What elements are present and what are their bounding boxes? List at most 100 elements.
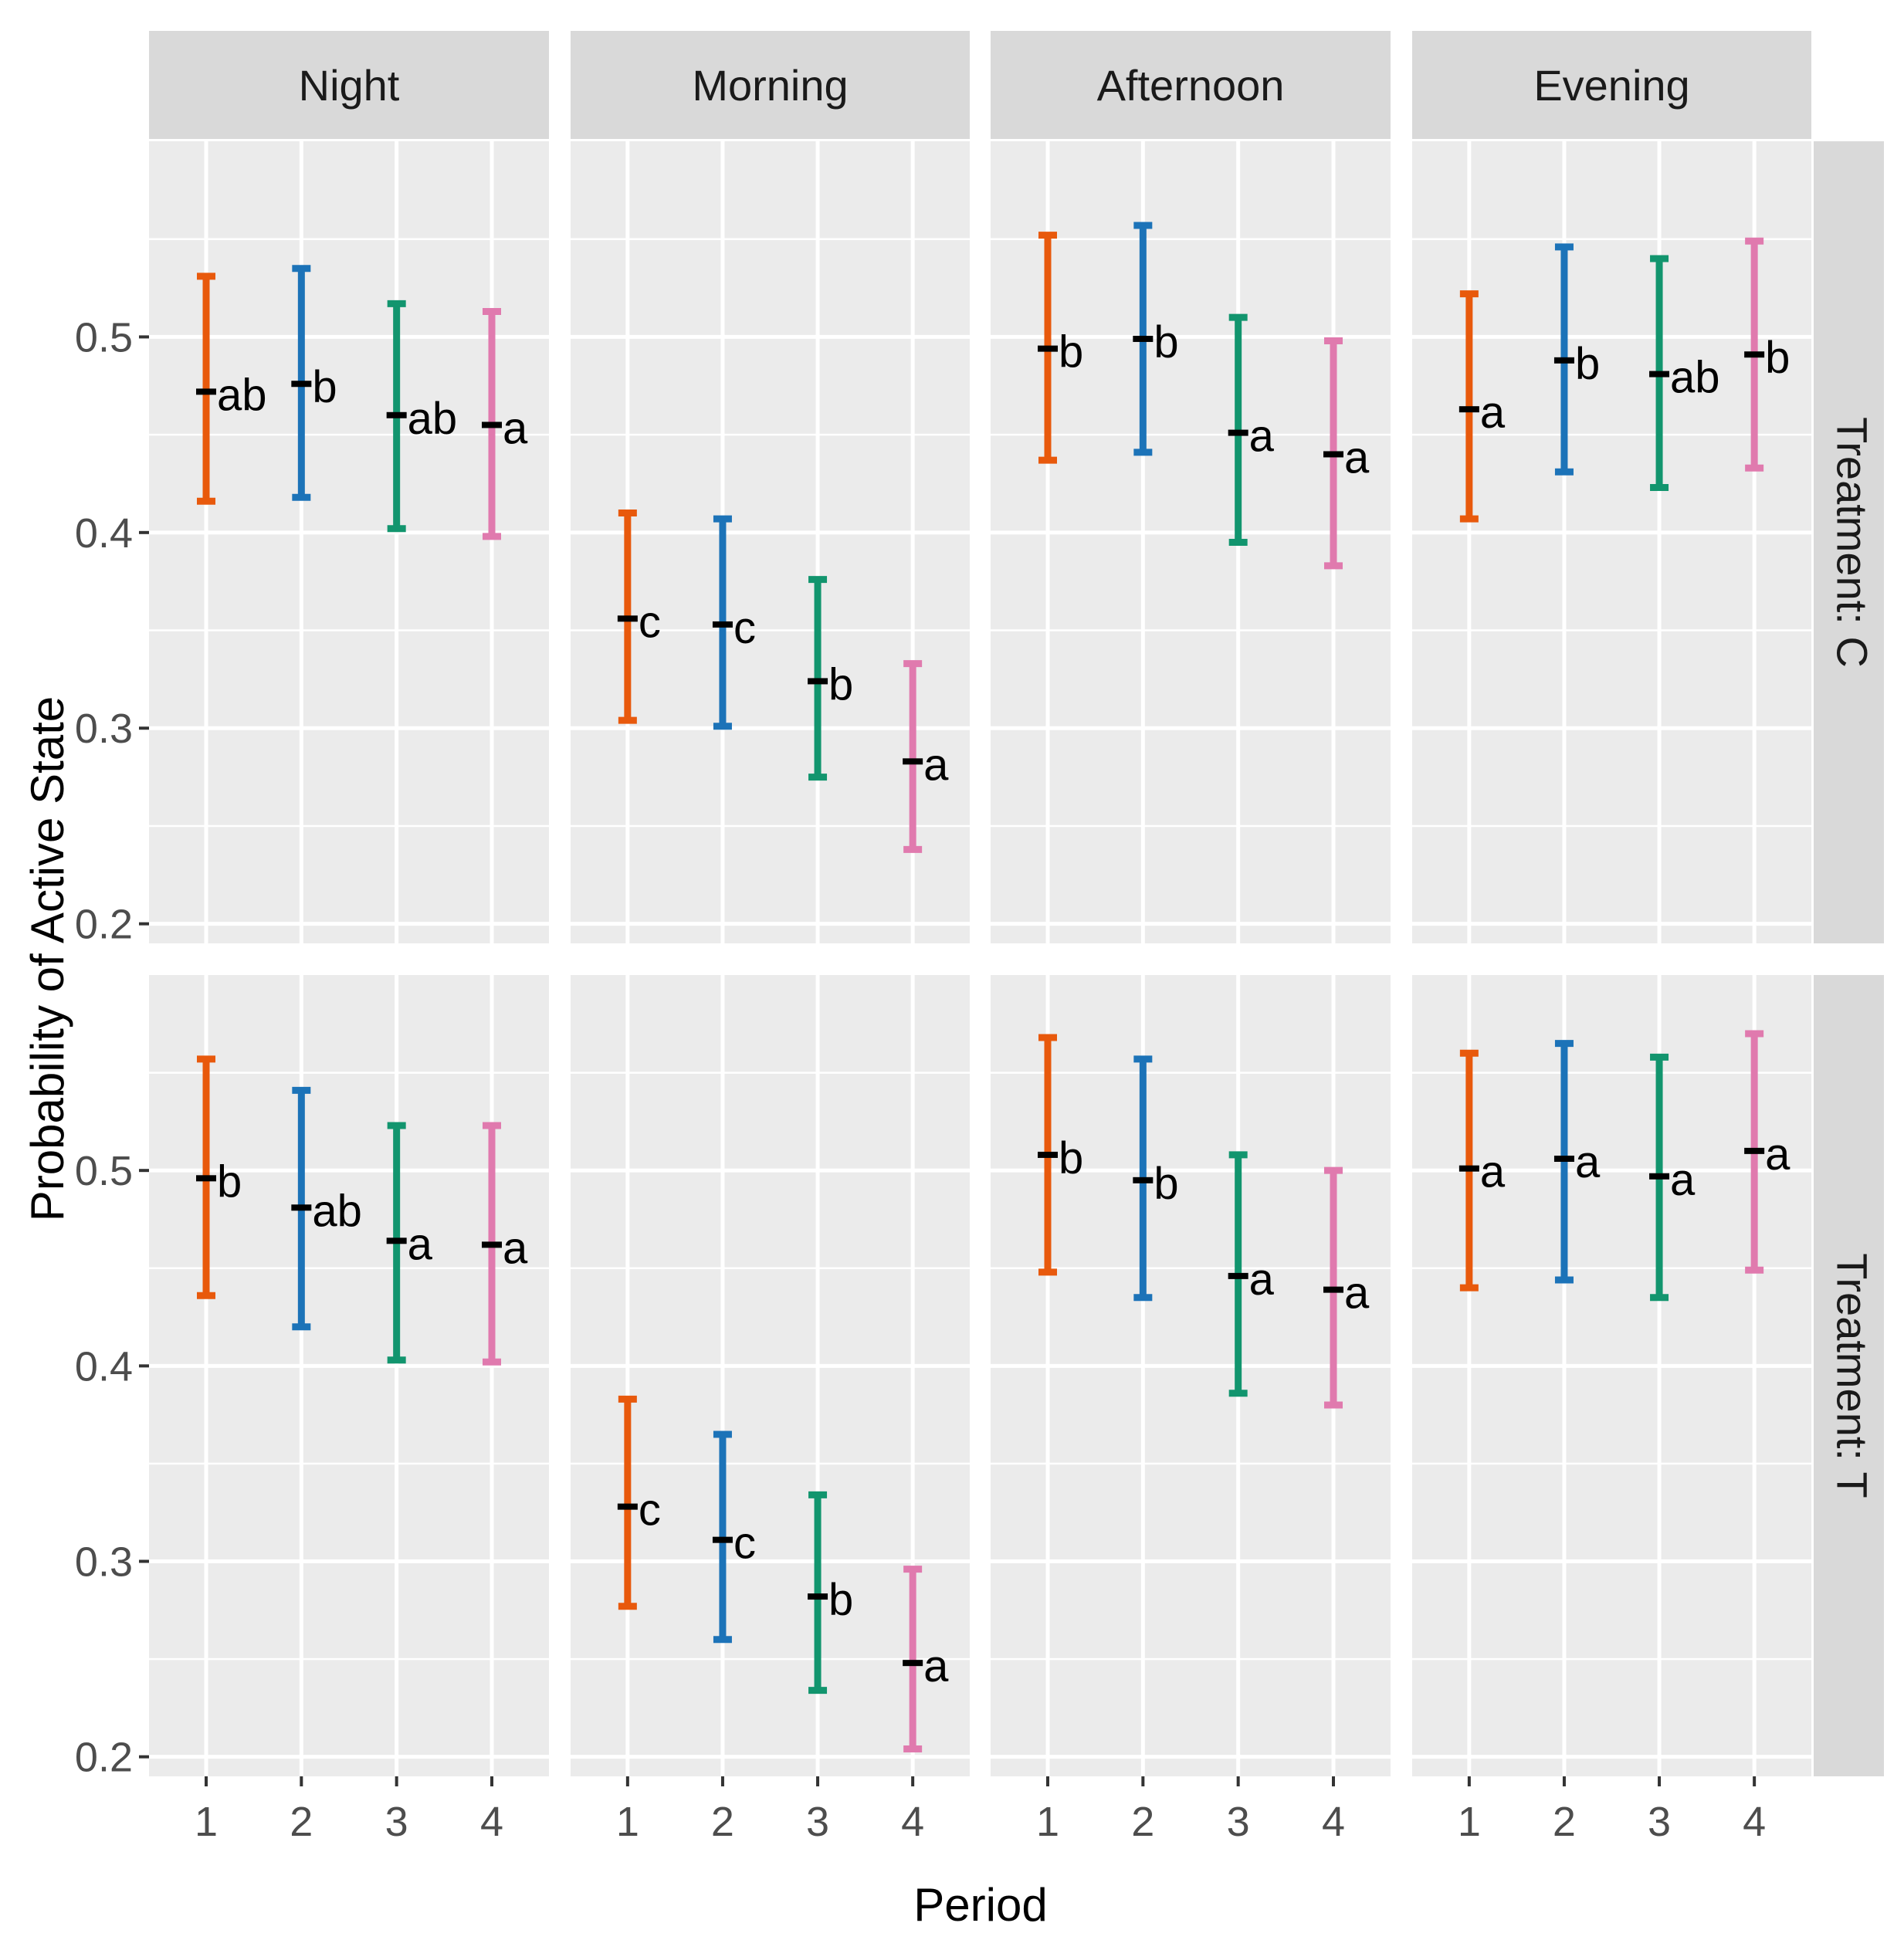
x-tick-label: 4 — [1743, 1799, 1766, 1845]
mean-point — [291, 1204, 312, 1211]
mean-point — [196, 1175, 216, 1182]
panel-background — [149, 141, 549, 943]
facet-strip-row — [1814, 141, 1884, 943]
significance-label: c — [733, 603, 756, 653]
facet-strip-col — [991, 31, 1391, 139]
mean-point — [482, 422, 502, 428]
significance-label: ab — [408, 394, 458, 444]
panel-background — [991, 141, 1391, 943]
mean-point — [617, 615, 638, 622]
mean-point — [1133, 335, 1154, 342]
x-tick-label: 4 — [901, 1799, 924, 1845]
facet-row-label: Treatment: C — [1828, 417, 1877, 668]
significance-label: a — [1249, 1254, 1275, 1305]
facet-strip-col — [1412, 31, 1811, 139]
significance-label: c — [733, 1518, 756, 1569]
y-tick-label: 0.3 — [75, 706, 133, 752]
significance-label: a — [1575, 1137, 1601, 1187]
facet-strip-row — [1814, 975, 1884, 1776]
mean-point — [1038, 1151, 1058, 1158]
x-tick-label: 3 — [806, 1799, 829, 1845]
mean-point — [903, 758, 923, 765]
y-tick-label: 0.3 — [75, 1539, 133, 1586]
significance-label: b — [1575, 339, 1600, 389]
significance-label: a — [1344, 1268, 1370, 1319]
significance-label: ab — [312, 1186, 362, 1236]
x-tick-label: 2 — [1553, 1799, 1576, 1845]
significance-label: ab — [1670, 353, 1720, 403]
mean-point — [808, 678, 828, 685]
y-tick-label: 0.2 — [75, 1735, 133, 1781]
mean-point — [1553, 1155, 1574, 1162]
mean-point — [1649, 1173, 1670, 1180]
significance-label: b — [828, 659, 853, 709]
significance-label: b — [828, 1575, 853, 1625]
x-tick-label: 1 — [1458, 1799, 1481, 1845]
x-tick-label: 4 — [480, 1799, 503, 1845]
significance-label: b — [1765, 333, 1790, 383]
facet-strip-label: Night — [299, 61, 400, 110]
panel: a a aa — [1412, 975, 1811, 1776]
mean-point — [1323, 1286, 1343, 1293]
significance-label: a — [503, 1223, 528, 1273]
mean-point — [903, 1660, 923, 1667]
x-tick-label: 2 — [1131, 1799, 1154, 1845]
panel-background — [571, 141, 970, 943]
x-tick-label: 1 — [195, 1799, 218, 1845]
significance-label: c — [639, 597, 661, 647]
y-tick-label: 0.5 — [75, 1148, 133, 1194]
x-tick-label: 1 — [616, 1799, 639, 1845]
significance-label: b — [1154, 317, 1178, 367]
significance-label: a — [1249, 411, 1275, 462]
panel-background — [571, 975, 970, 1776]
significance-label: a — [1344, 432, 1370, 482]
panel-background — [149, 975, 549, 1776]
panel-background — [991, 975, 1391, 1776]
significance-label: a — [503, 403, 528, 453]
x-tick-label: 2 — [711, 1799, 734, 1845]
significance-label: a — [923, 740, 949, 790]
significance-label: c — [639, 1485, 661, 1535]
significance-label: b — [1154, 1159, 1178, 1209]
mean-point — [1649, 371, 1670, 378]
mean-point — [1038, 345, 1058, 352]
significance-label: a — [1480, 388, 1506, 438]
mean-point — [1744, 351, 1765, 358]
facet-strip-col — [571, 31, 970, 139]
mean-point — [1458, 406, 1479, 413]
significance-label: a — [923, 1641, 949, 1691]
x-tick-label: 3 — [385, 1799, 408, 1845]
mean-point — [1228, 1272, 1248, 1279]
x-tick-label: 2 — [290, 1799, 313, 1845]
mean-point — [1458, 1165, 1479, 1172]
facet-row-label: Treatment: T — [1828, 1253, 1877, 1498]
mean-point — [808, 1593, 828, 1600]
mean-point — [482, 1241, 502, 1248]
x-tick-label: 1 — [1036, 1799, 1059, 1845]
y-tick-label: 0.5 — [75, 314, 133, 361]
panel: c c b a — [571, 141, 970, 943]
panel: ab bab a — [149, 141, 549, 943]
significance-label: b — [1059, 327, 1083, 378]
panel: b b a a — [991, 975, 1391, 1776]
y-tick-label: 0.2 — [75, 902, 133, 948]
mean-point — [291, 381, 312, 388]
significance-label: a — [1765, 1129, 1791, 1180]
x-tick-label: 3 — [1648, 1799, 1671, 1845]
facet-strip-label: Evening — [1533, 61, 1689, 110]
significance-label: a — [1480, 1147, 1506, 1197]
significance-label: a — [1670, 1155, 1696, 1205]
significance-label: ab — [217, 370, 267, 420]
mean-point — [196, 388, 216, 395]
mean-point — [386, 411, 407, 418]
significance-label: b — [1059, 1133, 1083, 1183]
mean-point — [712, 621, 733, 628]
panel: b b a a — [991, 141, 1391, 943]
panel-background — [1412, 141, 1811, 943]
y-axis-title: Probability of Active State — [22, 696, 73, 1221]
panel-background — [1412, 975, 1811, 1776]
mean-point — [712, 1536, 733, 1543]
mean-point — [1553, 357, 1574, 364]
